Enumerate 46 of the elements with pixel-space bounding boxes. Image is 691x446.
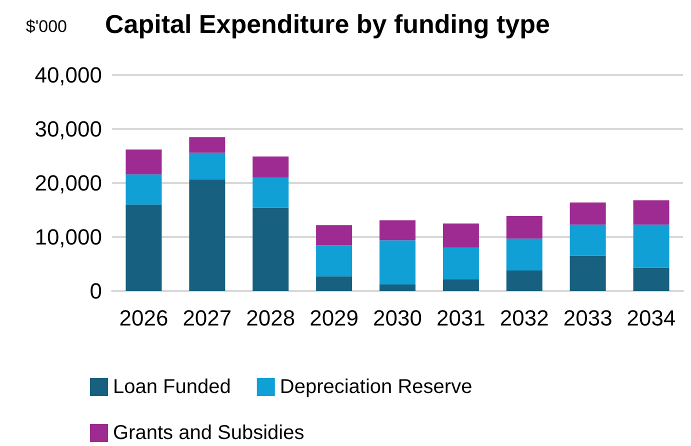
bar [252, 156, 289, 178]
y-tick-label: 40,000 [34, 62, 102, 88]
bar [506, 270, 542, 291]
x-tick-label: 2026 [119, 306, 168, 330]
y-tick-label: 10,000 [34, 224, 102, 250]
y-tick-label: 0 [90, 278, 102, 304]
x-tick-label: 2031 [436, 306, 486, 330]
bar [633, 268, 670, 291]
legend-label: Loan Funded [113, 376, 231, 398]
bar [633, 224, 670, 268]
y-axis-title: $'000 [26, 17, 67, 36]
bar [442, 224, 479, 248]
y-tick-label: 30,000 [34, 116, 102, 142]
bar [633, 200, 670, 225]
bar [380, 284, 416, 291]
x-tick-label: 2033 [563, 306, 612, 330]
bar [126, 204, 162, 291]
bar [380, 240, 416, 285]
bar [570, 256, 606, 291]
bar [189, 137, 226, 153]
x-tick-label: 2027 [182, 306, 232, 330]
chart-title: Capital Expenditure by funding type [105, 9, 550, 39]
bar [316, 245, 352, 276]
x-tick-label: 2030 [373, 306, 422, 330]
x-tick-label: 2032 [500, 306, 549, 330]
bar [189, 152, 226, 180]
bar [316, 276, 352, 291]
bar [570, 224, 606, 256]
legend-label: Grants and Subsidies [113, 422, 304, 444]
bar [252, 178, 289, 208]
bar [506, 238, 542, 270]
bar [316, 225, 352, 246]
bar [570, 202, 606, 225]
x-tick-label: 2029 [310, 306, 359, 330]
x-tick-label: 2028 [246, 306, 296, 330]
bar [252, 208, 289, 291]
bar [126, 174, 162, 205]
bar [126, 150, 162, 174]
x-tick-label: 2034 [626, 306, 676, 330]
y-tick-label: 20,000 [34, 170, 102, 196]
bar [442, 279, 479, 291]
bar [380, 220, 416, 240]
bar [442, 248, 479, 280]
bar [506, 216, 542, 239]
legend-label: Depreciation Reserve [280, 376, 472, 398]
bar [189, 179, 226, 291]
